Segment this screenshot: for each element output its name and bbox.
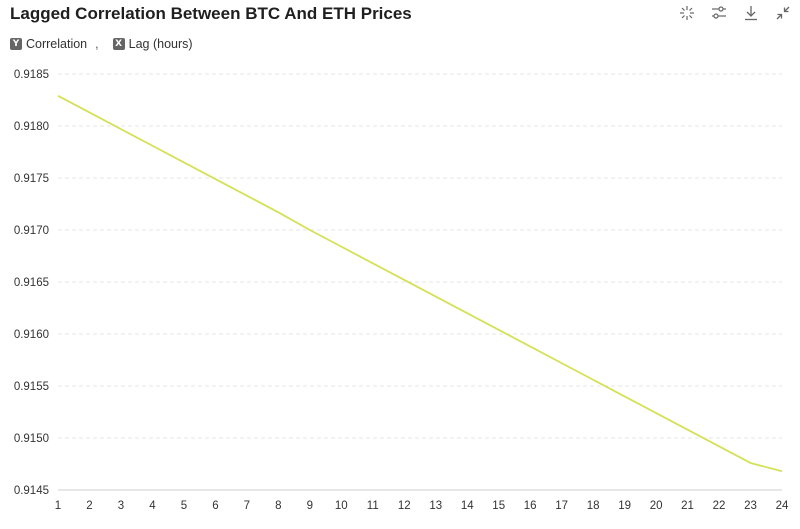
x-tick-label: 18 (587, 500, 600, 512)
y-badge-icon: Y (10, 38, 22, 50)
x-tick-label: 19 (618, 500, 631, 512)
chart-title: Lagged Correlation Between BTC And ETH P… (10, 4, 412, 23)
y-axis-chip-label: Correlation (26, 37, 88, 51)
sliders-icon[interactable] (710, 4, 728, 22)
x-tick-label: 4 (149, 500, 156, 512)
y-tick-label: 0.9155 (14, 381, 49, 393)
x-tick-label: 17 (555, 500, 568, 512)
x-tick-label: 12 (398, 500, 411, 512)
x-tick-label: 3 (118, 500, 124, 512)
sparkle-icon[interactable] (678, 4, 696, 22)
x-tick-label: 9 (307, 500, 313, 512)
y-tick-label: 0.9185 (14, 69, 49, 81)
x-tick-label: 10 (335, 500, 348, 512)
x-tick-label: 15 (492, 500, 505, 512)
y-tick-label: 0.9170 (14, 225, 49, 237)
x-tick-label: 20 (650, 500, 663, 512)
x-axis-chip[interactable]: X Lag (hours) (112, 37, 193, 51)
x-tick-label: 2 (86, 500, 92, 512)
x-tick-label: 7 (244, 500, 250, 512)
y-tick-label: 0.9150 (14, 433, 49, 445)
y-axis-chip[interactable]: Y Correlation (10, 37, 87, 51)
x-tick-label: 13 (429, 500, 442, 512)
y-tick-label: 0.9160 (14, 329, 49, 341)
chip-separator: , (95, 37, 99, 51)
x-tick-label: 1 (55, 500, 61, 512)
x-badge-icon: X (112, 38, 125, 50)
x-tick-label: 11 (367, 500, 379, 512)
x-tick-label: 16 (524, 500, 537, 512)
y-tick-label: 0.9175 (14, 173, 49, 185)
y-tick-label: 0.9165 (14, 277, 49, 289)
x-tick-label: 21 (681, 500, 694, 512)
y-tick-label: 0.9145 (14, 485, 49, 497)
axis-chips: Y Correlation , X Lag (hours) (10, 37, 193, 51)
series-line (57, 95, 783, 473)
chart-toolbar (678, 4, 792, 22)
download-icon[interactable] (742, 4, 760, 22)
y-tick-label: 0.9180 (14, 121, 49, 133)
x-axis-chip-label: Lag (hours) (128, 37, 193, 51)
collapse-icon[interactable] (774, 4, 792, 22)
x-tick-label: 14 (461, 500, 474, 512)
x-tick-label: 6 (212, 500, 218, 512)
x-tick-label: 5 (181, 500, 187, 512)
x-tick-label: 22 (713, 500, 726, 512)
x-tick-label: 23 (744, 500, 757, 512)
x-tick-label: 24 (776, 500, 789, 512)
x-tick-label: 8 (275, 500, 281, 512)
